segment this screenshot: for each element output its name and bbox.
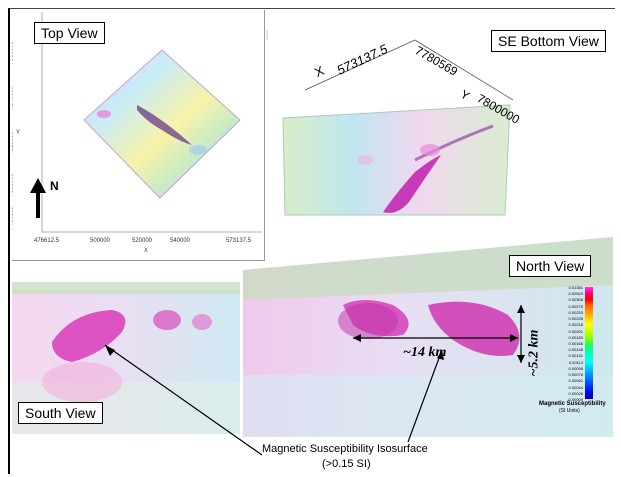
top-view-panel: Top View N 476612.5 500000 520000 540000… bbox=[12, 10, 265, 261]
x-tick-label: 573137.5 bbox=[226, 238, 252, 244]
se-bottom-view-label: SE Bottom View bbox=[491, 30, 606, 52]
isosurface-label-line1: Magnetic Susceptibility Isosurface bbox=[262, 443, 428, 455]
y-tick-label: 7860000 bbox=[12, 41, 15, 65]
colorbar-tick-label: 0.00044 bbox=[568, 384, 583, 390]
colorbar-tick-label: 0.00253 bbox=[568, 309, 583, 315]
colorbar-tick-label: 0.00183 bbox=[568, 334, 583, 340]
x-tick-label: 500000 bbox=[90, 238, 111, 244]
y-tick-label: 7820000 bbox=[12, 131, 15, 155]
x-tick-label: 540000 bbox=[170, 238, 191, 244]
top-view-label: Top View bbox=[34, 22, 105, 44]
north-arrow bbox=[30, 178, 46, 218]
north-view-panel: North View ~14 km ~5.2 km 0.01381 0.00523… bbox=[243, 225, 613, 437]
south-view-panel: South View bbox=[12, 262, 240, 434]
colorbar-tick-label: 0.00026 bbox=[568, 390, 583, 396]
colorbar-tick-label: 0.00270 bbox=[568, 303, 583, 309]
colorbar-gradient bbox=[585, 287, 593, 399]
anomaly-body bbox=[383, 155, 441, 213]
south-view-label: South View bbox=[18, 402, 103, 424]
figure-frame bbox=[8, 8, 615, 474]
y-tick-label: 7840000 bbox=[12, 86, 15, 110]
y-axis-label: Y bbox=[16, 130, 21, 136]
colorbar-units: (SI Units) bbox=[559, 408, 580, 414]
colorbar-tick-label: 0.00078 bbox=[568, 372, 583, 378]
anomaly-body bbox=[428, 301, 520, 356]
y-tick-label: 7800000 bbox=[12, 173, 15, 197]
colorbar: 0.01381 0.00523 0.00306 0.00270 0.00253 0.002… bbox=[539, 285, 611, 414]
colorbar-tick-label: 0.00113 bbox=[568, 359, 583, 365]
x-tick-label: 476612.5 bbox=[34, 238, 60, 244]
colorbar-tick-label: 0.00218 bbox=[568, 322, 583, 328]
anomaly-body bbox=[52, 310, 126, 362]
colorbar-tick-label: 0.01381 bbox=[568, 285, 583, 290]
colorbar-tick-label: 0.00096 bbox=[568, 365, 583, 371]
north-view-model bbox=[243, 237, 613, 437]
colorbar-title: Magnetic Susceptibility bbox=[539, 401, 606, 407]
se-surface bbox=[282, 104, 511, 216]
colorbar-ticks: 0.01381 0.00523 0.00306 0.00270 0.00253 0.002… bbox=[551, 285, 585, 402]
length-measurement: ~14 km bbox=[403, 345, 447, 360]
colorbar-tick-label: 0.00523 bbox=[568, 291, 583, 297]
isosurface-label-line2: (>0.15 SI) bbox=[322, 458, 371, 470]
se-bottom-view-panel: SE Bottom View X 573137.5 7780569 Y 7800… bbox=[265, 10, 613, 220]
colorbar-tick-label: 0.00201 bbox=[568, 328, 583, 334]
top-view-map bbox=[30, 12, 262, 233]
y-tick-label: 7780569 bbox=[12, 206, 15, 230]
colorbar-tick-label: 0.00009 bbox=[568, 397, 583, 402]
x-tick-label: 520000 bbox=[132, 238, 153, 244]
colorbar-tick-label: 0.00235 bbox=[568, 316, 583, 322]
colorbar-tick-label: 0.00061 bbox=[568, 378, 583, 384]
anomaly-trace bbox=[137, 105, 192, 145]
colorbar-tick-label: 0.00148 bbox=[568, 347, 583, 353]
se-bottom-view-model bbox=[266, 30, 514, 216]
colorbar-tick-label: 0.00131 bbox=[568, 353, 583, 359]
north-view-label: North View bbox=[509, 255, 592, 277]
x-axis-label: X bbox=[144, 248, 149, 254]
depth-measurement: ~5.2 km bbox=[526, 329, 542, 377]
colorbar-tick-label: 0.00306 bbox=[568, 297, 583, 303]
north-label: N bbox=[50, 179, 59, 193]
colorbar-tick-label: 0.00166 bbox=[568, 341, 583, 346]
